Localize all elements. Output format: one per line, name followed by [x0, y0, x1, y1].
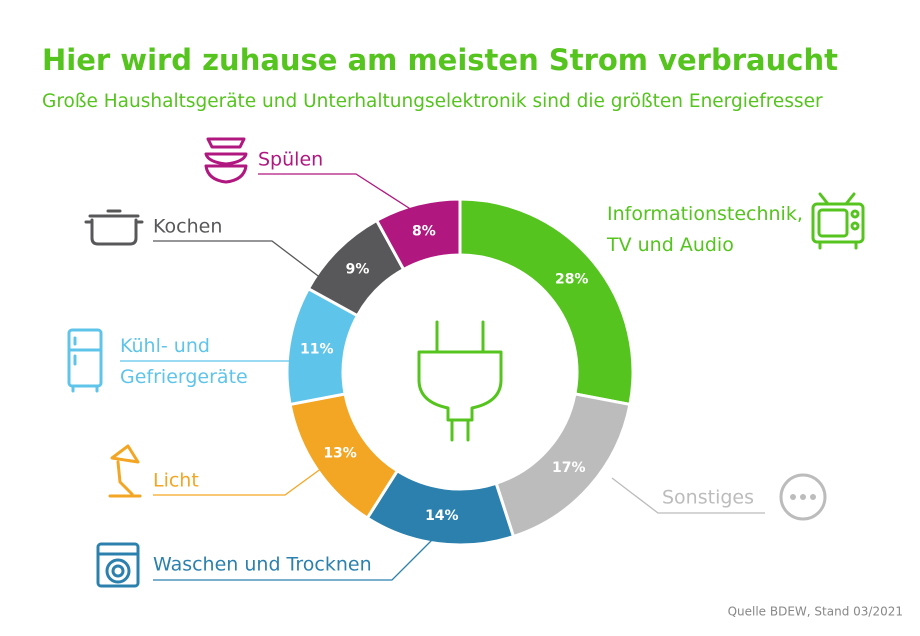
- value-label: 13%: [323, 446, 357, 462]
- more-icon: [779, 473, 827, 521]
- pot-icon: [84, 209, 144, 246]
- donut-slice: [374, 197, 462, 272]
- source: Quelle BDEW, Stand 03/2021: [728, 605, 903, 619]
- value-label: 9%: [346, 261, 370, 277]
- category-label: Sonstiges: [662, 487, 754, 509]
- leader-line: [153, 240, 335, 289]
- value-label: 17%: [552, 460, 586, 476]
- value-label: 8%: [412, 224, 436, 240]
- value-label: 28%: [555, 272, 589, 288]
- value-label: 14%: [425, 508, 459, 524]
- category-label: Waschen und Trocknen: [153, 554, 372, 576]
- leader-line: [153, 539, 433, 581]
- tv-icon: [811, 192, 865, 250]
- category-label: Licht: [153, 470, 199, 492]
- leader-line: [258, 173, 413, 211]
- fridge-icon: [67, 328, 103, 393]
- donut-slice: [458, 197, 635, 407]
- value-label: 11%: [300, 341, 334, 357]
- leader-line: [611, 477, 765, 514]
- lamp-icon: [108, 444, 142, 498]
- category-label: Informationstechnik, TV und Audio: [606, 203, 803, 256]
- category-label: Kühl- und Gefriergeräte: [120, 335, 248, 388]
- plug-icon: [417, 320, 503, 442]
- category-label: Spülen: [258, 149, 323, 171]
- chart-subtitle: Große Haushaltsgeräte und Unterhaltungse…: [42, 91, 823, 112]
- leader-line: [153, 467, 323, 496]
- category-label: Kochen: [153, 216, 222, 238]
- bowls-icon: [204, 137, 248, 184]
- chart-title: Hier wird zuhause am meisten Strom verbr…: [42, 43, 838, 77]
- washer-icon: [96, 542, 140, 588]
